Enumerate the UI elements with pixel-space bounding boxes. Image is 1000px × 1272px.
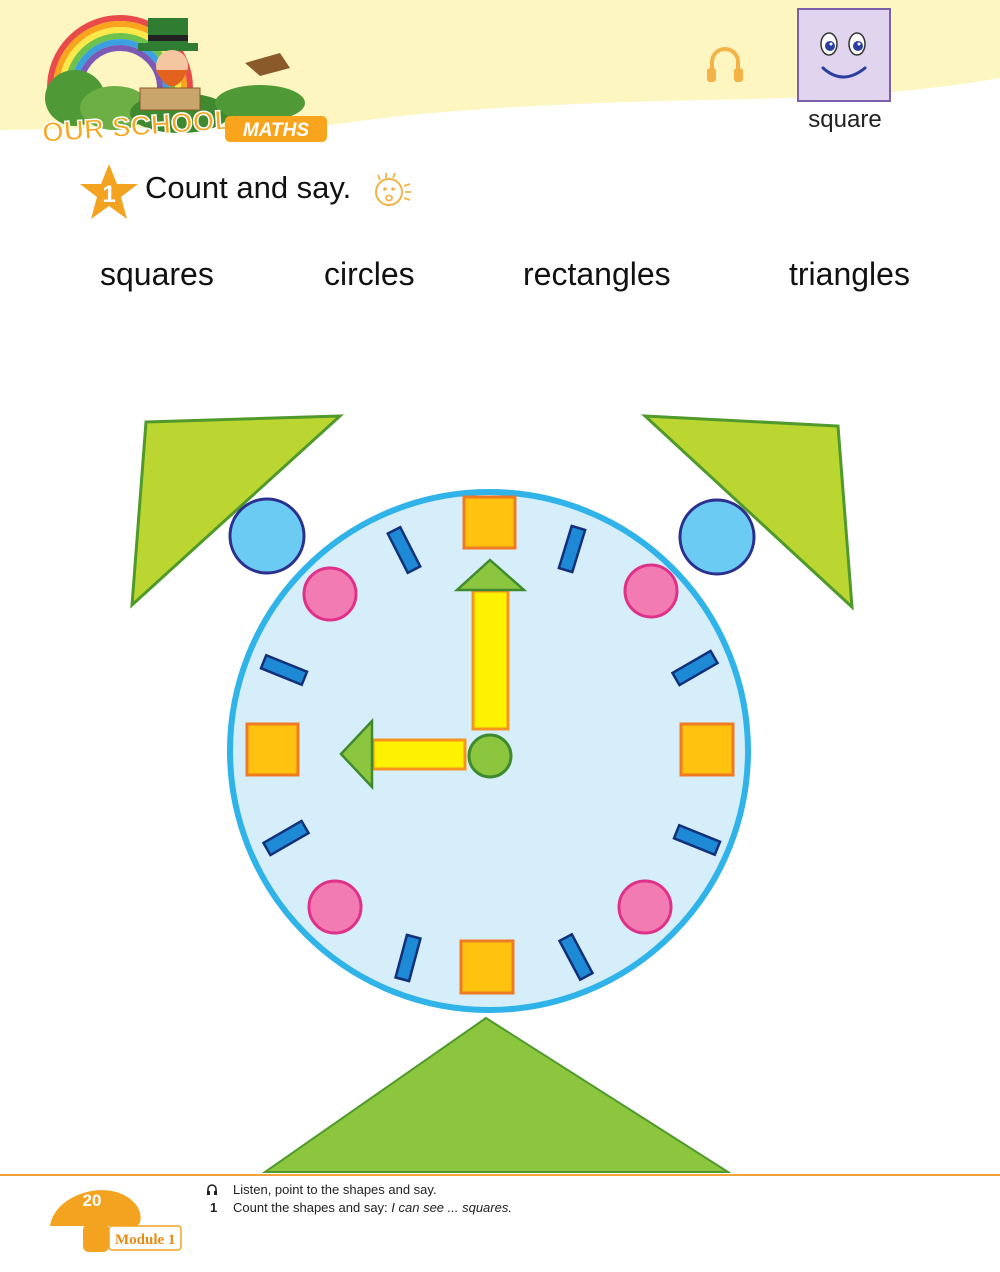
word-squares: squares xyxy=(100,256,214,292)
right-bell-circle xyxy=(678,498,756,576)
teacher-note-count: Count the shapes and say: I can see ... … xyxy=(233,1200,512,1215)
square-top xyxy=(462,495,517,550)
tick-rectangle xyxy=(394,933,422,983)
square-right xyxy=(679,722,735,777)
tick-rectangle xyxy=(670,649,720,687)
tick-rectangle xyxy=(557,932,595,982)
tick-rectangle xyxy=(672,823,722,857)
tick-rectangle xyxy=(259,653,309,687)
teacher-note-count-example: I can see ... squares. xyxy=(391,1200,512,1215)
base-triangle xyxy=(261,1016,732,1173)
minute-hand-rectangle xyxy=(471,589,510,731)
smiling-square-face-icon xyxy=(820,32,867,79)
word-rectangles: rectangles xyxy=(523,256,671,292)
page-number: 20 xyxy=(82,1191,102,1210)
teacher-note-listen: Listen, point to the shapes and say. xyxy=(233,1182,437,1197)
pink-circle xyxy=(617,879,673,935)
footer-divider xyxy=(0,1174,1000,1176)
word-triangles: triangles xyxy=(789,256,910,292)
mushroom-page-badge-icon xyxy=(50,1190,182,1252)
teacher-note-count-text: Count the shapes and say: xyxy=(233,1200,392,1215)
hour-hand-rectangle xyxy=(371,738,467,771)
task-title: Count and say. xyxy=(145,170,352,205)
pink-circle xyxy=(302,566,358,622)
logo-text-maths: MATHS xyxy=(243,120,309,141)
right-bell-triangle xyxy=(640,414,854,611)
pink-circle xyxy=(623,563,679,619)
square-card-label: square xyxy=(808,106,882,133)
center-circle xyxy=(467,733,513,779)
task-number: 1 xyxy=(102,181,115,208)
hour-hand-triangle xyxy=(339,717,374,791)
teacher-note-number: 1 xyxy=(210,1200,218,1215)
headphone-icon xyxy=(707,47,743,82)
tick-rectangle xyxy=(386,525,422,575)
word-circles: circles xyxy=(324,256,415,292)
shape-alarm-clock-picture xyxy=(130,414,854,1173)
headphone-small-icon xyxy=(207,1184,217,1195)
speaking-face-icon xyxy=(375,172,411,206)
tick-rectangle xyxy=(261,819,311,857)
module-label: Module 1 xyxy=(115,1232,176,1248)
left-bell-circle xyxy=(228,497,306,575)
our-school-maths-logo: OUR SCHOOL MATHS xyxy=(30,8,340,149)
square-bottom xyxy=(459,939,515,995)
tick-rectangle xyxy=(557,524,587,574)
square-character-card xyxy=(797,8,891,102)
square-left xyxy=(245,722,300,777)
task-number-star: 1 xyxy=(78,162,140,222)
left-bell-triangle xyxy=(130,414,345,609)
minute-hand-triangle xyxy=(453,558,528,592)
pink-circle xyxy=(307,879,363,935)
